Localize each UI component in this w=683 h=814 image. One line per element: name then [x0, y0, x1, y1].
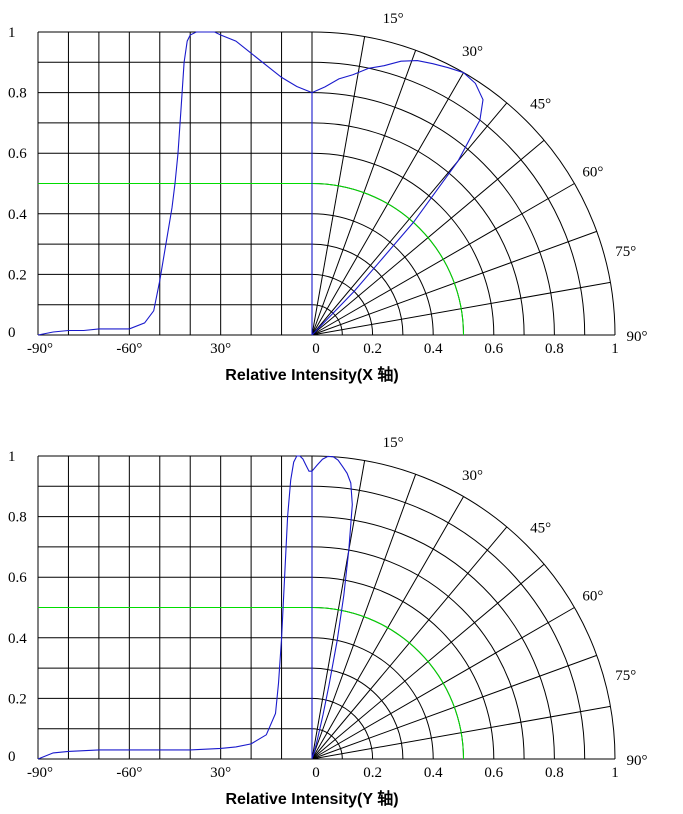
x-tick-label: -60° — [116, 341, 142, 357]
angle-label: 45° — [530, 96, 551, 112]
x-tick-label: -60° — [116, 765, 142, 781]
angle-label: 15° — [383, 435, 404, 451]
angle-label: 75° — [615, 668, 636, 684]
y-tick-label: 0 — [8, 749, 16, 765]
x-tick-label: 0 — [312, 341, 320, 357]
y-tick-label: 0.6 — [8, 570, 27, 586]
angle-label: 30° — [462, 44, 483, 60]
radius-tick-label: 0.2 — [363, 765, 382, 781]
polar-ring — [311, 697, 374, 760]
x-axis-title: Relative Intensity(X 轴) — [225, 365, 398, 384]
polar-ring — [311, 546, 525, 760]
polar-ring — [311, 61, 586, 336]
intensity-curve-polar — [311, 60, 484, 336]
x-tick-label: 0 — [312, 765, 320, 781]
polar-ring — [311, 152, 495, 336]
angle-label: 90° — [627, 329, 648, 345]
polar-ring — [311, 92, 555, 336]
polar-ring — [311, 122, 525, 336]
radius-tick-label: 1 — [611, 765, 619, 781]
y-tick-label: 1 — [8, 25, 16, 41]
polar-ring — [311, 455, 616, 760]
intensity-curve-polar — [311, 455, 353, 760]
x-tick-label: -90° — [27, 765, 53, 781]
angle-label: 60° — [582, 165, 603, 181]
radius-tick-label: 0.6 — [484, 765, 503, 781]
angle-label: 60° — [582, 589, 603, 605]
radius-tick-label: 0.6 — [484, 341, 503, 357]
radius-tick-label: 0.2 — [363, 341, 382, 357]
angle-label: 90° — [627, 753, 648, 769]
polar-ring — [311, 213, 434, 336]
half-intensity-arc — [311, 607, 464, 760]
x-tick-label: 30° — [210, 341, 231, 357]
polar-ring — [311, 31, 616, 336]
y-tick-label: 0.6 — [8, 146, 27, 162]
chart-panel-2 — [37, 455, 616, 760]
intensity-curve-cartesian — [37, 31, 313, 336]
angle-label: 75° — [615, 244, 636, 260]
y-tick-label: 0.2 — [8, 267, 27, 283]
x-tick-label: -90° — [27, 341, 53, 357]
radius-tick-label: 1 — [611, 341, 619, 357]
polar-ring — [311, 667, 404, 760]
y-tick-label: 0.8 — [8, 86, 27, 102]
y-tick-label: 1 — [8, 449, 16, 465]
half-intensity-arc — [311, 183, 464, 336]
polar-ring — [311, 576, 495, 760]
polar-ring — [311, 516, 555, 760]
polar-ring — [311, 243, 404, 336]
angle-label: 15° — [383, 11, 404, 27]
angle-label: 30° — [462, 468, 483, 484]
radius-tick-label: 0.8 — [545, 765, 564, 781]
y-tick-label: 0.8 — [8, 510, 27, 526]
intensity-curve-cartesian — [37, 455, 312, 760]
y-tick-label: 0 — [8, 325, 16, 341]
polar-ring — [311, 273, 374, 336]
radius-tick-label: 0.4 — [424, 341, 443, 357]
y-tick-label: 0.4 — [8, 207, 27, 223]
y-tick-label: 0.2 — [8, 691, 27, 707]
y-tick-label: 0.4 — [8, 631, 27, 647]
polar-ring — [311, 485, 586, 760]
chart-panel-1 — [37, 31, 616, 336]
x-tick-label: 30° — [210, 765, 231, 781]
radius-tick-label: 0.8 — [545, 341, 564, 357]
angle-label: 45° — [530, 520, 551, 536]
radius-tick-label: 0.4 — [424, 765, 443, 781]
x-axis-title: Relative Intensity(Y 轴) — [225, 789, 398, 808]
